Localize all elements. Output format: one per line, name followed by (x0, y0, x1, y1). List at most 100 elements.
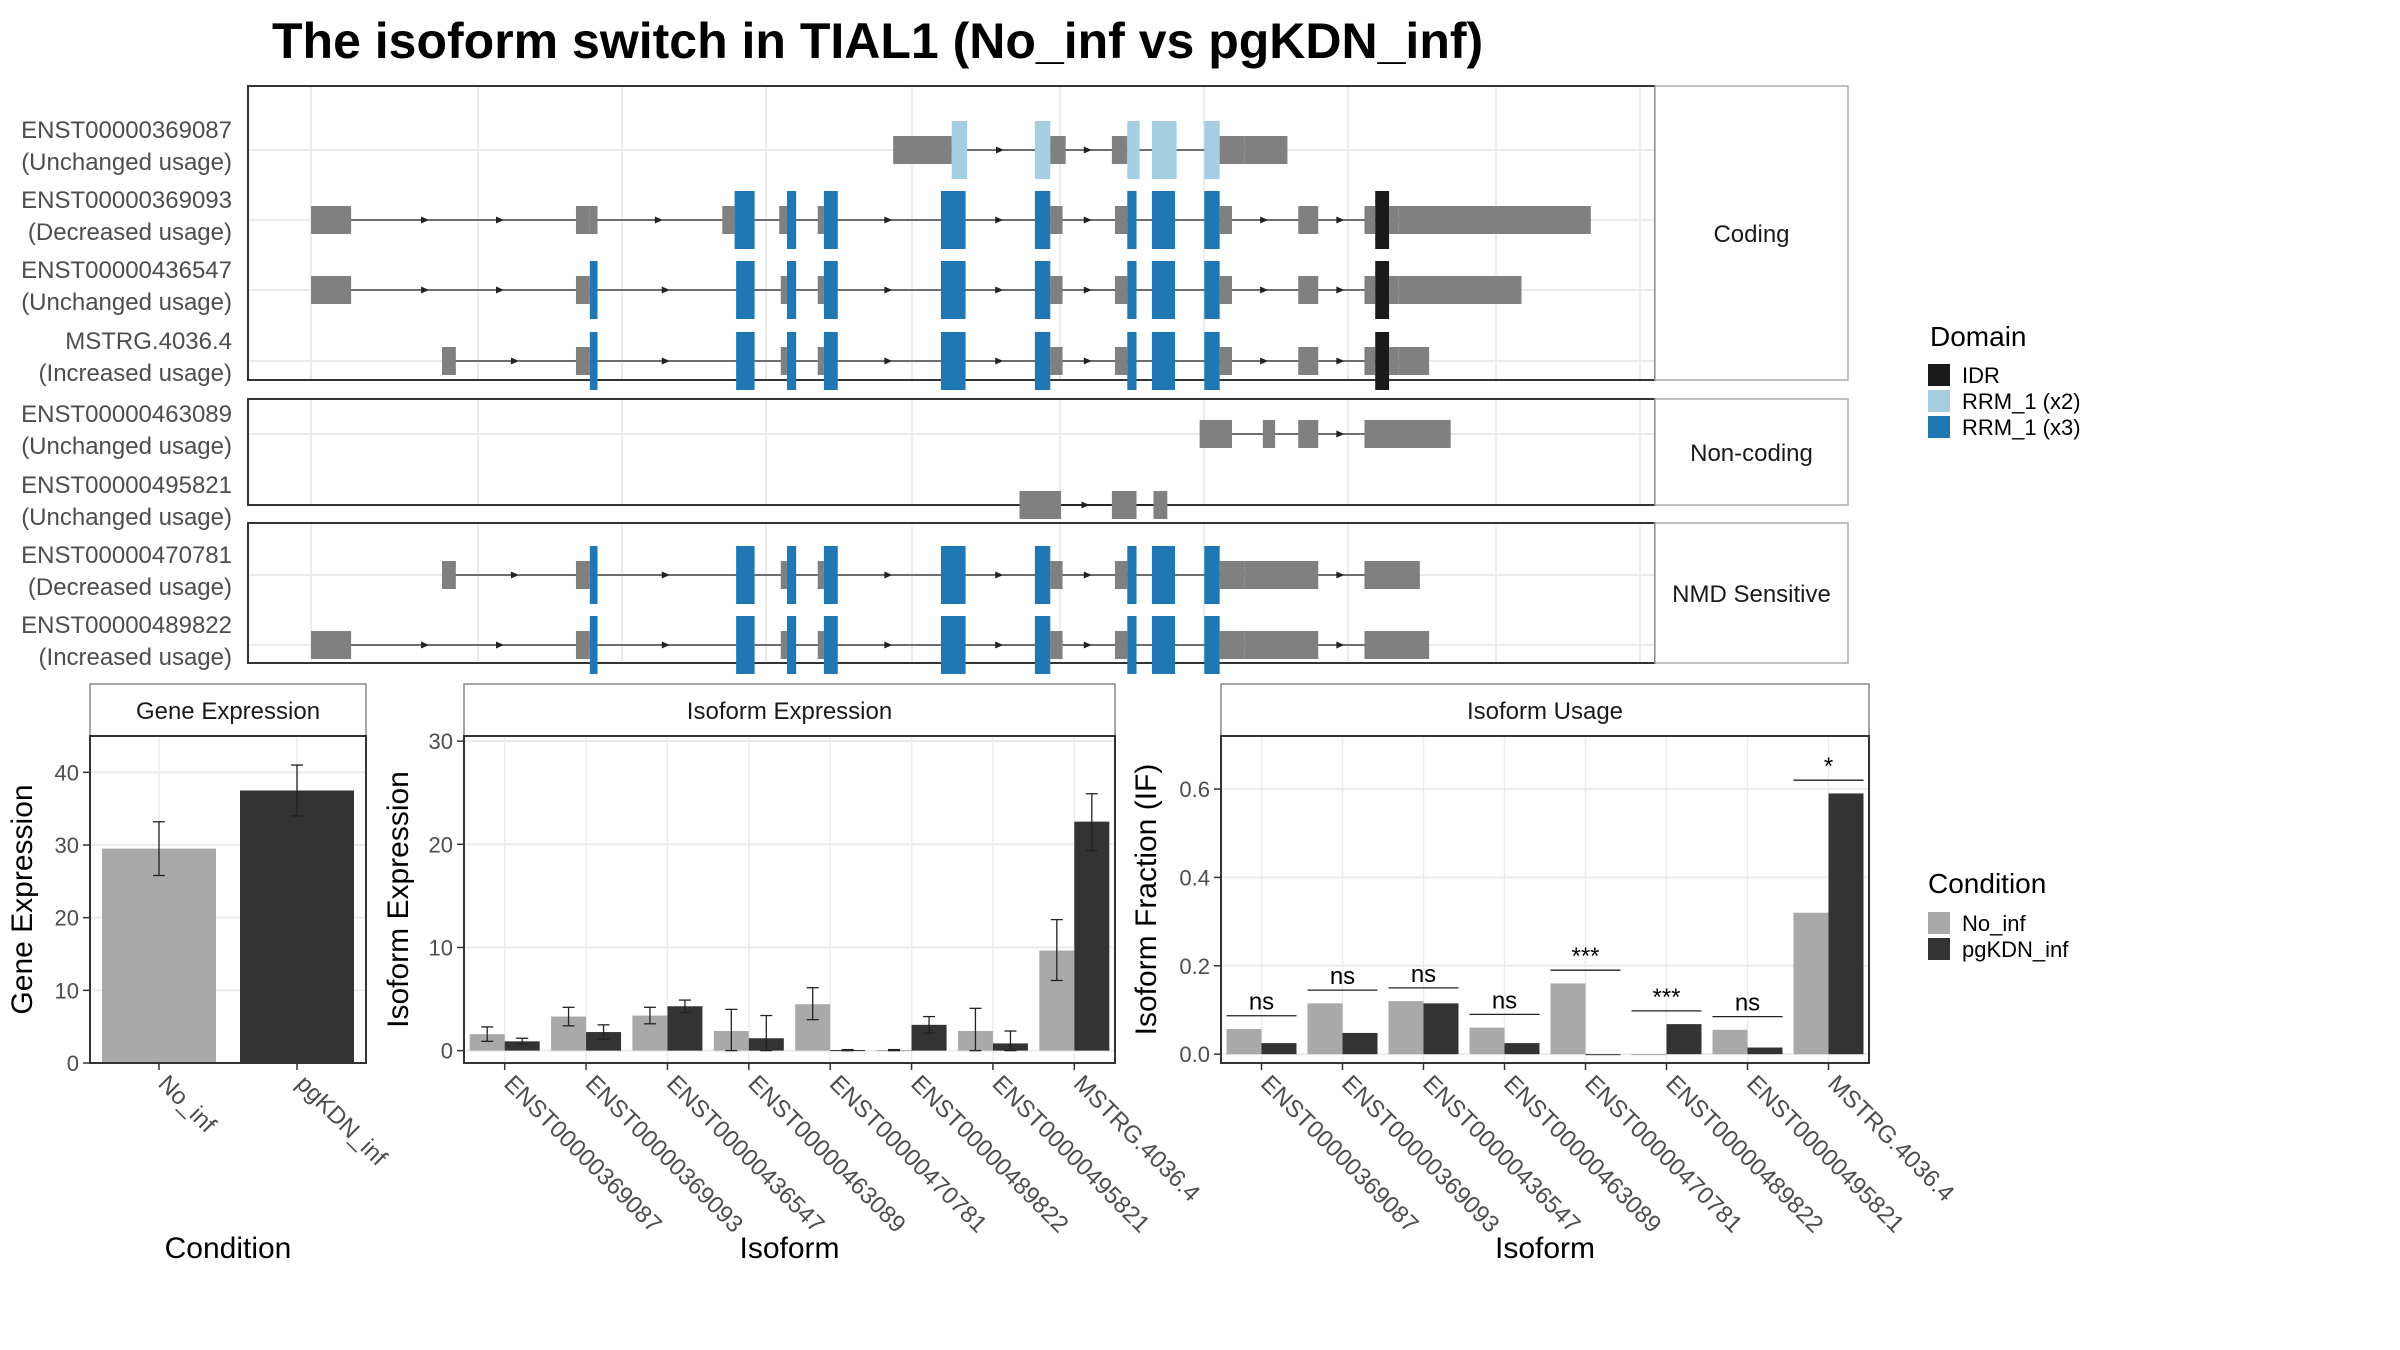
exon (1111, 491, 1137, 519)
legend-key (1928, 364, 1950, 386)
panel-title: Isoform Usage (1467, 698, 1623, 725)
facet-strip (1654, 85, 1849, 381)
intron-arrow (654, 216, 663, 224)
y-tick-label: 20 (55, 906, 79, 931)
exon (1050, 631, 1063, 659)
domain-RRM_x3 (940, 616, 966, 674)
domain-RRM_x3 (589, 546, 598, 604)
x-tick-label: ENST00000470781 (1579, 1070, 1747, 1238)
exon (1219, 561, 1245, 589)
bar (1469, 1027, 1505, 1055)
intron-arrow (1336, 286, 1345, 294)
exon (575, 347, 590, 375)
y-tick-label: 10 (55, 978, 79, 1003)
intron-arrow (1260, 357, 1269, 365)
intron-arrow (1260, 286, 1269, 294)
bar (1423, 1003, 1459, 1055)
legend-key (1928, 416, 1950, 438)
domain-RRM_x3 (734, 191, 755, 249)
intron-arrow (421, 216, 430, 224)
intron-arrow (661, 641, 670, 649)
intron-arrow (1336, 641, 1345, 649)
intron-arrow (1336, 216, 1345, 224)
bar (1828, 793, 1864, 1055)
significance-label: ns (1411, 961, 1436, 988)
exon (1298, 276, 1319, 304)
y-tick-label: 30 (55, 833, 79, 858)
domain-RRM_x3 (1204, 546, 1220, 604)
domain-RRM_x3 (1151, 332, 1176, 390)
domain-RRM_x3 (589, 261, 598, 319)
panel-title: Gene Expression (136, 698, 320, 725)
exon (1219, 347, 1232, 375)
domain-RRM_x3 (786, 546, 797, 604)
bar (1793, 912, 1829, 1055)
domain-RRM_x3 (1127, 332, 1137, 390)
bar (504, 1041, 540, 1051)
domain-IDR (1375, 332, 1390, 390)
x-tick-label: ENST00000369087 (498, 1070, 666, 1238)
legend-label: RRM_1 (x3) (1962, 415, 2081, 440)
significance-label: ns (1249, 989, 1274, 1016)
panel-title: Isoform Expression (687, 698, 892, 725)
transcript-name: ENST00000436547 (21, 257, 232, 284)
exon (575, 561, 590, 589)
bar (667, 1006, 703, 1051)
exon (1364, 347, 1376, 375)
domain-RRM_x3 (1204, 191, 1220, 249)
exon (1364, 420, 1451, 448)
exon (1114, 561, 1128, 589)
intron-arrow (884, 641, 893, 649)
facet-strip-label: NMD Sensitive (1672, 581, 1831, 608)
exon (1050, 347, 1063, 375)
y-tick-label: 0.6 (1179, 777, 1210, 802)
bar (1550, 983, 1586, 1055)
exon (1364, 206, 1376, 234)
x-tick-label: pgKDN_inf (291, 1070, 392, 1171)
exon (1389, 276, 1399, 304)
intron-arrow (995, 641, 1004, 649)
x-tick-label: ENST00000463089 (743, 1070, 911, 1238)
bar (1585, 1054, 1621, 1056)
intron-arrow (496, 286, 505, 294)
intron-arrow (995, 216, 1004, 224)
domain-RRM_x2 (1151, 121, 1177, 179)
domain-RRM_x3 (1204, 332, 1220, 390)
x-tick-label: ENST00000495821 (987, 1070, 1155, 1238)
significance-label: ns (1330, 963, 1355, 990)
domain-RRM_x3 (940, 546, 966, 604)
exon (817, 276, 824, 304)
facet-strip (1654, 522, 1849, 664)
y-tick-label: 0 (67, 1051, 79, 1076)
intron-arrow (1083, 146, 1092, 154)
x-axis-title: Isoform (739, 1232, 839, 1265)
exon (1298, 420, 1319, 448)
isoform-expression-plot: Isoform Expression 0 10 20 30 ENST00000369087… (382, 683, 1205, 1265)
domain-RRM_x2 (1204, 121, 1220, 179)
intron-arrow (1260, 216, 1269, 224)
exon (780, 276, 787, 304)
y-tick-label: 0 (441, 1039, 453, 1064)
domain-RRM_x3 (1034, 546, 1051, 604)
intron-arrow (1083, 357, 1092, 365)
bar (1747, 1047, 1783, 1055)
legend-key (1928, 912, 1950, 934)
domain-RRM_x3 (1127, 261, 1137, 319)
exon (1364, 631, 1430, 659)
intron-arrow (1081, 501, 1090, 509)
exon (1114, 276, 1128, 304)
x-tick-label: ENST00000369093 (580, 1070, 748, 1238)
transcript-usage: (Unchanged usage) (21, 149, 232, 176)
legend-key (1928, 390, 1950, 412)
domain-RRM_x3 (1204, 261, 1220, 319)
condition-legend-title: Condition (1928, 868, 2046, 899)
x-tick-label: ENST00000495821 (1741, 1070, 1909, 1238)
y-axis-title: Isoform Fraction (IF) (1130, 764, 1163, 1036)
x-tick-label: ENST00000436547 (1417, 1070, 1585, 1238)
facet-strip-label: Non-coding (1690, 440, 1813, 467)
domain-RRM_x3 (1034, 261, 1051, 319)
exon (779, 206, 787, 234)
domain-RRM_x2 (1034, 121, 1051, 179)
exon (311, 631, 352, 659)
